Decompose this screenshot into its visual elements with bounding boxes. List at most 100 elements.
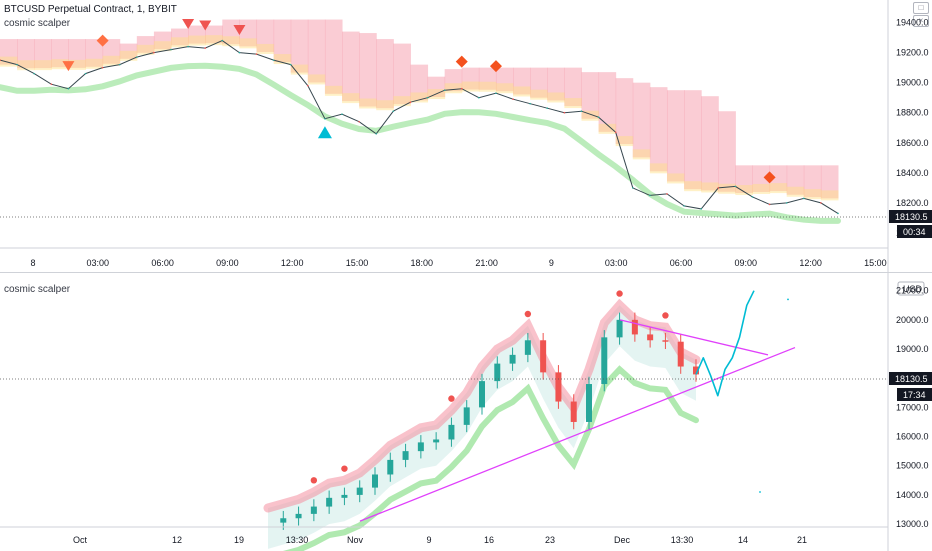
top-band-yellow-48 bbox=[820, 190, 839, 201]
bottom-band-cloud bbox=[268, 305, 696, 549]
top-band-yellow-13 bbox=[222, 36, 240, 47]
top-band-yellow-46 bbox=[786, 186, 805, 197]
bottom-chart[interactable]: USD 21000.020000.019000.018000.017000.01… bbox=[0, 273, 932, 551]
top-price-point-49 bbox=[837, 212, 839, 215]
top-price-point-15 bbox=[255, 53, 258, 55]
candle-body-19 bbox=[555, 372, 562, 402]
signal-dot-2 bbox=[448, 395, 455, 402]
bottom-x-tick-10: 14 bbox=[738, 535, 748, 545]
top-band-yellow-11 bbox=[188, 35, 206, 46]
bottom-y-tick-8: 13000.0 bbox=[896, 519, 929, 529]
top-band-red-11 bbox=[188, 25, 206, 44]
top-price-point-44 bbox=[751, 196, 754, 198]
top-band-red-35 bbox=[598, 72, 617, 132]
top-x-tick-11: 09:00 bbox=[735, 258, 758, 268]
top-chart[interactable]: 19400.019200.019000.018800.018600.018400… bbox=[0, 0, 932, 272]
top-band-red-5 bbox=[85, 39, 104, 67]
top-price-point-18 bbox=[307, 84, 309, 87]
top-price-point-28 bbox=[478, 96, 480, 99]
top-price-point-35 bbox=[597, 116, 600, 119]
bottom-y-tick-1: 20000.0 bbox=[896, 315, 929, 325]
top-band-yellow-18 bbox=[307, 74, 326, 85]
top-band-yellow-34 bbox=[581, 110, 600, 121]
top-countdown: 00:34 bbox=[903, 227, 926, 237]
top-band-red-39 bbox=[666, 90, 685, 182]
top-price-point-25 bbox=[426, 96, 429, 99]
top-price-point-48 bbox=[820, 202, 822, 204]
top-price-point-36 bbox=[614, 131, 617, 134]
candle-body-6 bbox=[356, 487, 363, 495]
candle-body-13 bbox=[463, 407, 470, 425]
bottom-dots bbox=[310, 290, 669, 484]
sell-triangle-2 bbox=[199, 20, 212, 31]
top-band-yellow-26 bbox=[444, 83, 463, 94]
top-band-yellow-40 bbox=[684, 181, 702, 192]
top-price-point-11 bbox=[187, 45, 189, 48]
top-x-tick-12: 12:00 bbox=[799, 258, 822, 268]
top-band-red-44 bbox=[752, 165, 771, 192]
top-band-yellow-17 bbox=[290, 64, 309, 75]
bottom-pane[interactable]: cosmic scalper USD 21000.0 20000.0 19000.0… bbox=[0, 272, 932, 551]
top-band-red-6 bbox=[102, 39, 121, 64]
top-band-yellow-42 bbox=[718, 183, 736, 194]
top-band-green bbox=[0, 62, 841, 224]
top-y-tick-4: 18600.0 bbox=[896, 138, 929, 148]
top-price-point-37 bbox=[631, 187, 634, 189]
top-band-red-10 bbox=[171, 28, 189, 46]
signal-dot-5 bbox=[662, 312, 669, 319]
top-price-point-16 bbox=[272, 59, 275, 61]
top-price-point-7 bbox=[118, 63, 121, 66]
top-band-yellow-1 bbox=[17, 60, 35, 71]
top-price-tag-text: 18130.5 bbox=[895, 212, 928, 222]
bottom-band-green bbox=[282, 365, 699, 551]
bottom-x-tick-2: 19 bbox=[234, 535, 244, 545]
bottom-indicator-label[interactable]: cosmic scalper bbox=[4, 284, 71, 295]
top-x-tick-5: 15:00 bbox=[346, 258, 369, 268]
candle-body-28 bbox=[693, 366, 699, 375]
buy-triangle-0 bbox=[317, 126, 332, 139]
top-band-yellow-43 bbox=[735, 185, 753, 196]
candle-body-9 bbox=[402, 451, 409, 460]
top-band-yellow-30 bbox=[513, 86, 531, 97]
top-band-red-19 bbox=[324, 19, 343, 94]
top-price-point-19 bbox=[324, 117, 326, 120]
top-band-yellow-36 bbox=[615, 136, 634, 147]
top-x-tick-9: 03:00 bbox=[605, 258, 628, 268]
top-band-yellow-14 bbox=[239, 38, 258, 49]
top-price-point-2 bbox=[33, 72, 36, 75]
top-indicator-label[interactable]: cosmic scalper bbox=[4, 18, 71, 29]
close-icon[interactable]: × bbox=[913, 15, 929, 27]
top-band-red-22 bbox=[376, 39, 394, 109]
top-band-yellow-41 bbox=[701, 182, 719, 193]
top-x-tick-1: 03:00 bbox=[87, 258, 110, 268]
top-y-tick-1: 19200.0 bbox=[896, 48, 929, 58]
top-price-point-20 bbox=[341, 113, 343, 116]
bottom-y-tick-6: 15000.0 bbox=[896, 461, 929, 471]
top-pane[interactable]: BTCUSD Perpetual Contract, 1, BYBIT cosm… bbox=[0, 0, 932, 272]
projection-dot-1 bbox=[787, 298, 789, 301]
candle-body-26 bbox=[662, 340, 669, 342]
sell-triangle-0 bbox=[62, 61, 75, 72]
bottom-y-tick-3: 18000.0 bbox=[896, 373, 929, 383]
bottom-x-tick-1: 12 bbox=[172, 535, 182, 545]
top-price-point-38 bbox=[649, 194, 651, 197]
top-band-red-23 bbox=[393, 43, 411, 105]
candle-body-3 bbox=[310, 506, 317, 514]
top-price-point-12 bbox=[204, 47, 207, 49]
top-band-yellow-39 bbox=[666, 173, 685, 184]
candle-body-27 bbox=[677, 341, 684, 367]
candle-body-4 bbox=[326, 497, 333, 507]
bottom-projection bbox=[695, 290, 789, 493]
maximize-icon[interactable]: □ bbox=[913, 2, 929, 14]
top-band-red-45 bbox=[769, 165, 788, 192]
top-band-red-46 bbox=[786, 165, 805, 195]
top-price-point-47 bbox=[802, 197, 805, 200]
bottom-x-tick-5: 9 bbox=[426, 535, 431, 545]
top-x-tick-2: 06:00 bbox=[151, 258, 174, 268]
bottom-y-tick-4: 17000.0 bbox=[896, 402, 929, 412]
top-x-tick-0: 8 bbox=[30, 258, 35, 268]
top-band-yellow-28 bbox=[478, 81, 497, 92]
top-price-line-series bbox=[0, 40, 839, 214]
top-x-tick-3: 09:00 bbox=[216, 258, 239, 268]
top-band-red-16 bbox=[273, 19, 292, 63]
